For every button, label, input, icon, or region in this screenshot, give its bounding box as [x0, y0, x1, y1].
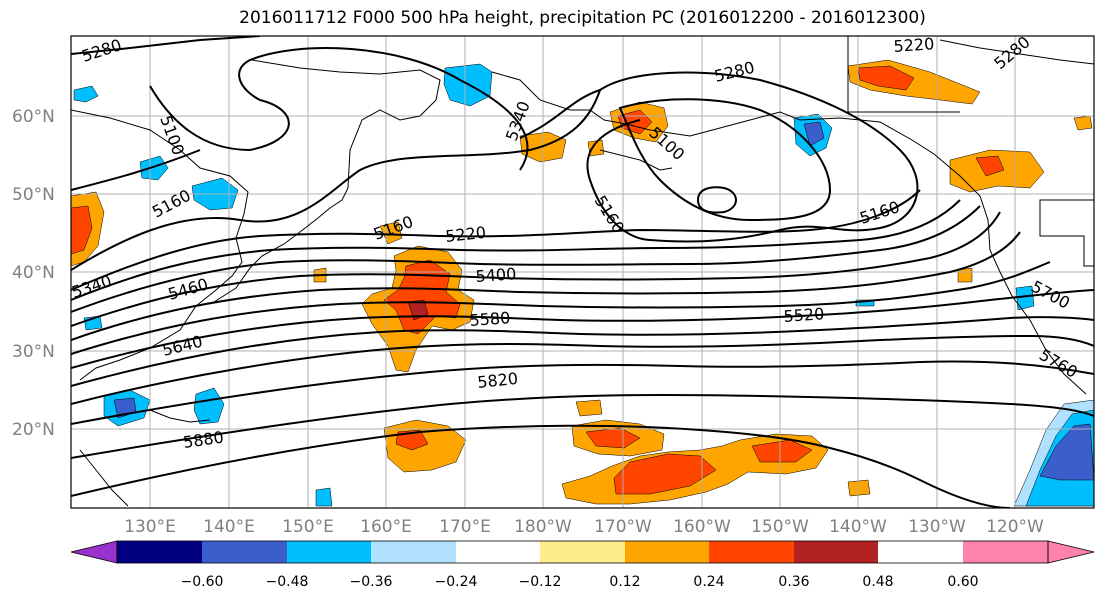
- precip-anomaly-positive: [407, 299, 429, 321]
- colorbar-tick-label: 0.12: [609, 574, 640, 590]
- height-contours: [71, 36, 1094, 508]
- colorbar-extend-high: [1047, 540, 1095, 564]
- latitude-labels: 60°N 50°N 40°N 30°N 20°N: [12, 107, 55, 440]
- colorbar-segment: [202, 541, 287, 563]
- precip-anomaly-positive: [395, 429, 429, 451]
- colorbar-tick-label: −0.24: [435, 574, 478, 590]
- colorbar-segment: [456, 541, 540, 563]
- precip-anomaly-positive: [975, 155, 1005, 177]
- precip-anomaly-positive: [613, 453, 717, 495]
- longitude-label: 160°E: [360, 517, 412, 537]
- precip-anomaly-negative: [73, 85, 99, 103]
- colorbar-segments: [117, 541, 1048, 563]
- precip-anomaly-negative: [1039, 423, 1094, 481]
- latitude-label: 50°N: [12, 185, 55, 205]
- colorbar-segment: [540, 541, 625, 563]
- contour-label: 5520: [783, 304, 825, 326]
- colorbar-tick-label: 0.60: [947, 574, 978, 590]
- colorbar-ticks: −0.60 −0.48 −0.36 −0.24 −0.12 0.12 0.24 …: [181, 574, 979, 590]
- colorbar-segment: [117, 541, 202, 563]
- latitude-label: 40°N: [12, 263, 55, 283]
- colorbar-segment: [794, 541, 878, 563]
- longitude-label: 170°E: [439, 517, 491, 537]
- colorbar-segment: [963, 541, 1048, 563]
- longitude-label: 180°W: [514, 517, 572, 537]
- precip-anomaly-positive: [71, 205, 93, 255]
- latitude-label: 20°N: [12, 420, 55, 440]
- colorbar: −0.60 −0.48 −0.36 −0.24 −0.12 0.12 0.24 …: [70, 540, 1095, 590]
- colorbar-tick-label: −0.36: [350, 574, 393, 590]
- longitude-label: 140°W: [829, 517, 887, 537]
- colorbar-segment: [371, 541, 456, 563]
- colorbar-segment: [287, 541, 371, 563]
- contour-label: 5400: [475, 264, 517, 286]
- contour-label: 5220: [893, 34, 935, 56]
- precip-anomaly-positive: [847, 479, 871, 497]
- longitude-label: 160°W: [673, 517, 731, 537]
- colorbar-segment: [625, 541, 709, 563]
- colorbar-tick-label: 0.48: [862, 574, 893, 590]
- colorbar-extend-low: [70, 540, 118, 564]
- colorbar-tick-label: −0.48: [266, 574, 309, 590]
- latitude-label: 30°N: [12, 342, 55, 362]
- longitude-label: 130°W: [908, 517, 966, 537]
- precip-anomaly-positive: [751, 439, 813, 463]
- precip-anomaly-positive: [857, 65, 915, 91]
- contour-label: 5220: [444, 223, 486, 246]
- colorbar-tick-label: −0.60: [181, 574, 224, 590]
- colorbar-tick-label: 0.24: [693, 574, 724, 590]
- map-frame: [70, 35, 1095, 509]
- latitude-label: 60°N: [12, 107, 55, 127]
- longitude-label: 150°W: [751, 517, 809, 537]
- precipitation-shading: [71, 59, 1094, 507]
- colorbar-tick-label: −0.12: [519, 574, 562, 590]
- colorbar-frame: [116, 540, 1049, 564]
- precip-anomaly-negative: [139, 155, 169, 181]
- map-title: 2016011712 F000 500 hPa height, precipit…: [239, 8, 926, 28]
- contour-label: 5820: [476, 369, 518, 392]
- longitude-label: 140°E: [203, 517, 255, 537]
- colorbar-tick-label: 0.36: [778, 574, 809, 590]
- precip-anomaly-negative: [315, 487, 333, 507]
- precip-anomaly-positive: [1073, 115, 1093, 131]
- contour-label: 5580: [469, 308, 511, 330]
- precip-anomaly-negative: [193, 387, 225, 425]
- longitude-label: 120°W: [986, 517, 1044, 537]
- precip-anomaly-negative: [803, 121, 825, 147]
- colorbar-segment: [709, 541, 794, 563]
- longitude-label: 170°W: [594, 517, 652, 537]
- longitude-label: 150°E: [282, 517, 334, 537]
- longitude-label: 130°E: [124, 517, 176, 537]
- precip-anomaly-positive: [575, 399, 603, 417]
- longitude-labels: 130°E 140°E 150°E 160°E 170°E 180°W 170°…: [124, 517, 1044, 537]
